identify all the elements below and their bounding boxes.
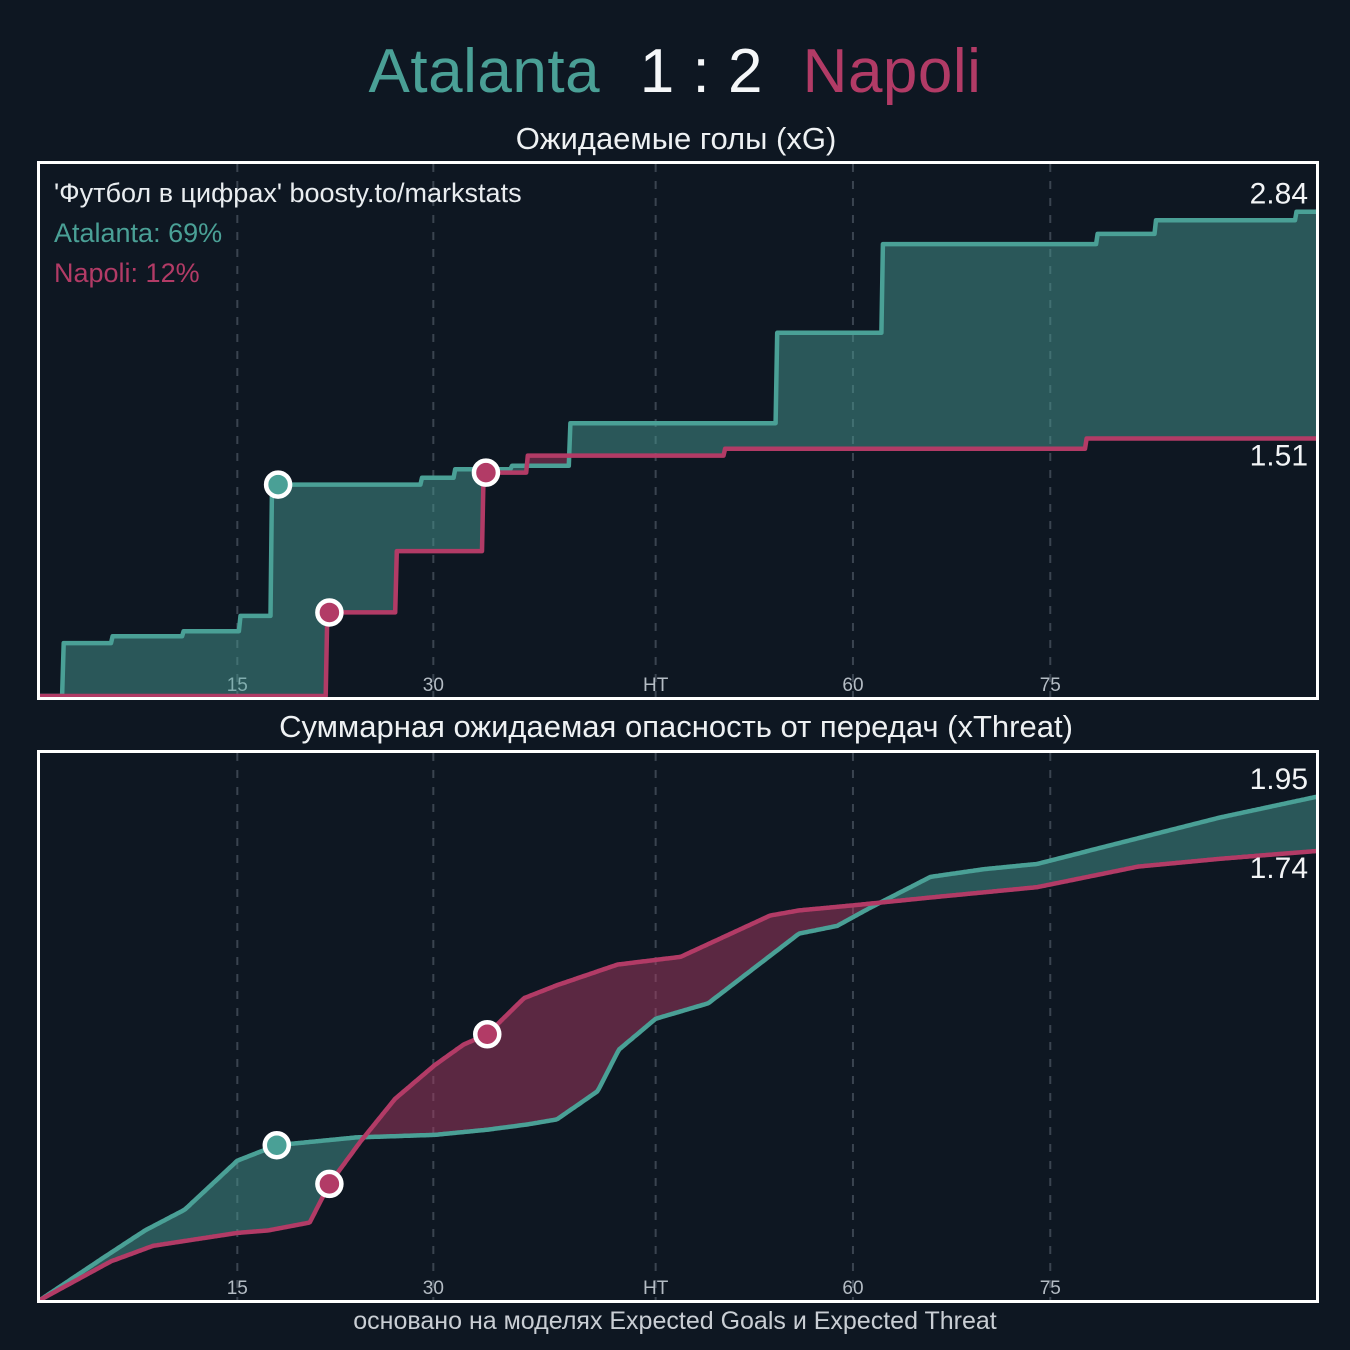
- fill-napoli: [527, 455, 569, 466]
- x-tick-label: HT: [643, 675, 669, 696]
- watermark-text: 'Футбол в цифрах' boosty.to/markstats: [54, 178, 522, 208]
- goal-marker-napoli: [315, 1169, 344, 1199]
- goal-marker-napoli: [473, 1019, 502, 1049]
- home-team-name: Atalanta: [368, 37, 601, 106]
- line-napoli: [40, 436, 1316, 697]
- x-tick-label: 15: [227, 1278, 248, 1299]
- xg-chart-title: Ожидаемые голы (xG): [515, 121, 837, 156]
- x-tick-label: 60: [842, 675, 863, 696]
- xthreat-chart-title: Суммарная ожидаемая опасность от передач…: [279, 709, 1073, 744]
- match-title: Atalanta 1 : 2 Napoli: [0, 36, 1350, 107]
- final-value-atalanta: 2.84: [1250, 178, 1308, 211]
- away-win-probability: Napoli: 12%: [54, 258, 200, 288]
- x-tick-label: 30: [423, 675, 444, 696]
- fill-atalanta: [40, 1137, 364, 1300]
- xthreat-chart: 15 30 HT 60 75 1.95 1.74: [37, 750, 1319, 1303]
- final-value-napoli: 1.51: [1250, 440, 1308, 473]
- goal-marker-napoli: [315, 598, 344, 627]
- x-tick-label: 60: [842, 1278, 863, 1299]
- line-atalanta: [40, 209, 1316, 697]
- final-value-napoli: 1.74: [1250, 852, 1308, 885]
- xg-chart-plot: 15 30 HT 60 75 2.84 1.51: [40, 164, 1316, 697]
- fill-napoli: [365, 902, 880, 1138]
- footer-caption: основано на моделях Expected Goals и Exp…: [353, 1307, 997, 1335]
- xthreat-chart-plot: 15 30 HT 60 75 1.95 1.74: [40, 753, 1316, 1300]
- x-tick-label: 30: [423, 1278, 444, 1299]
- fill-atalanta: [40, 465, 527, 696]
- away-team-name: Napoli: [802, 37, 982, 106]
- line-atalanta: [40, 794, 1316, 1300]
- fill-atalanta: [570, 211, 1316, 456]
- x-tick-label: 15: [227, 675, 248, 696]
- goal-marker-atalanta: [262, 1130, 292, 1160]
- xg-annotations: 'Футбол в цифрах' boosty.to/markstats At…: [54, 173, 522, 293]
- final-value-atalanta: 1.95: [1250, 763, 1308, 796]
- goal-marker-napoli: [471, 458, 501, 487]
- x-tick-label: 75: [1040, 675, 1061, 696]
- x-tick-label: HT: [643, 1278, 669, 1299]
- x-tick-label: 75: [1040, 1278, 1061, 1299]
- match-score: 1 : 2: [639, 37, 763, 106]
- goal-marker-atalanta: [263, 470, 293, 499]
- line-napoli: [40, 848, 1316, 1300]
- xg-chart: 15 30 HT 60 75 2.84 1.51 'Футбол в цифрах' boo…: [37, 161, 1319, 700]
- home-win-probability: Atalanta: 69%: [54, 218, 223, 248]
